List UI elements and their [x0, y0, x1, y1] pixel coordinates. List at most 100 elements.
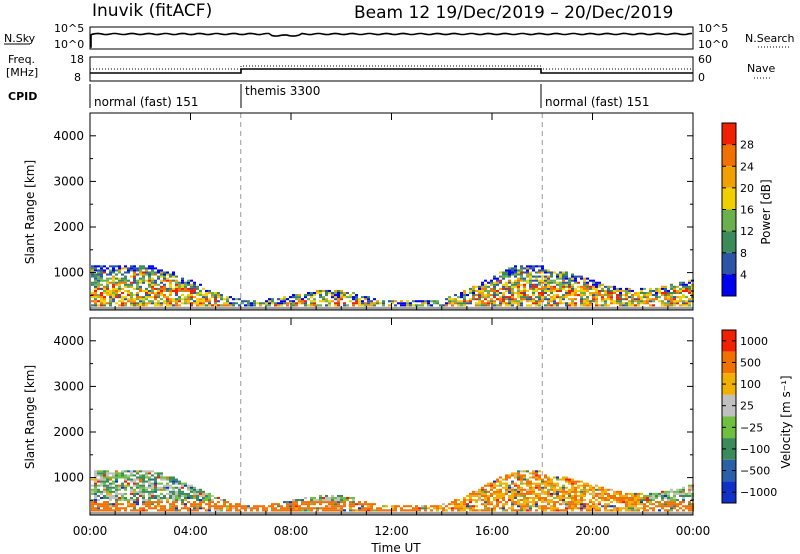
echo-cell: [175, 285, 178, 288]
echo-cell: [676, 505, 679, 508]
echo-cell: [511, 472, 514, 475]
echo-cell: [415, 300, 418, 303]
echo-cell: [106, 277, 109, 280]
echo-cell: [91, 488, 94, 491]
echo-cell: [541, 275, 544, 278]
echo-cell: [421, 507, 424, 510]
echo-cell: [220, 507, 223, 510]
echo-cell: [361, 300, 364, 303]
echo-cell: [139, 474, 142, 477]
echo-cell: [100, 490, 103, 493]
echo-cell: [445, 298, 448, 301]
echo-cell: [511, 474, 514, 477]
echo-cell: [601, 486, 604, 489]
echo-cell: [565, 507, 568, 510]
echo-cell: [529, 271, 532, 274]
echo-cell: [604, 503, 607, 506]
echo-cell: [349, 507, 352, 510]
echo-cell: [145, 480, 148, 483]
echo-cell: [682, 494, 685, 497]
echo-cell: [115, 496, 118, 500]
echo-cell: [619, 300, 622, 303]
echo-cell: [634, 304, 637, 307]
echo-cell: [202, 499, 205, 502]
echo-cell: [181, 486, 184, 489]
echo-cell: [139, 488, 142, 491]
echo-cell: [172, 273, 175, 276]
echo-cell: [481, 296, 484, 299]
echo-cell: [688, 488, 691, 491]
echo-cell: [661, 494, 664, 497]
echo-cell: [526, 470, 529, 473]
echo-cell: [589, 505, 592, 508]
echo-cell: [235, 507, 238, 510]
echo-cell: [244, 300, 247, 303]
echo-cell: [391, 509, 394, 512]
echo-cell: [151, 285, 154, 288]
echo-cell: [214, 302, 217, 305]
echo-cell: [481, 492, 484, 495]
echo-cell: [598, 283, 601, 286]
echo-cell: [151, 281, 154, 284]
echo-cell: [121, 492, 124, 495]
echo-cell: [445, 509, 448, 512]
echo-cell: [190, 486, 193, 489]
echo-cell: [451, 509, 454, 512]
echo-cell: [412, 509, 415, 512]
echo-cell: [535, 509, 538, 512]
echo-cell: [535, 494, 538, 497]
echo-cell: [175, 494, 178, 497]
echo-cell: [334, 509, 337, 512]
echo-cell: [229, 505, 232, 508]
echo-cell: [166, 287, 169, 290]
echo-cell: [520, 304, 523, 307]
echo-cell: [139, 509, 142, 512]
echo-cell: [142, 484, 145, 487]
echo-cell: [163, 496, 166, 500]
echo-cell: [538, 275, 541, 278]
echo-cell: [514, 494, 517, 497]
echo-cell: [214, 507, 217, 510]
echo-cell: [346, 296, 349, 299]
echo-cell: [175, 287, 178, 290]
echo-cell: [670, 505, 673, 508]
echo-cell: [142, 486, 145, 489]
echo-cell: [583, 289, 586, 292]
echo-cell: [142, 298, 145, 301]
echo-cell: [496, 505, 499, 508]
echo-cell: [187, 289, 190, 292]
echo-cell: [136, 269, 139, 272]
echo-cell: [541, 287, 544, 290]
echo-cell: [454, 507, 457, 510]
echo-cell: [634, 494, 637, 497]
echo-cell: [502, 273, 505, 276]
echo-cell: [343, 496, 346, 500]
echo-cell: [526, 499, 529, 502]
echo-cell: [505, 296, 508, 299]
echo-cell: [571, 507, 574, 510]
echo-cell: [142, 494, 145, 497]
echo-cell: [199, 507, 202, 510]
echo-cell: [571, 494, 574, 497]
echo-cell: [520, 267, 523, 270]
echo-cell: [598, 507, 601, 510]
echo-cell: [463, 505, 466, 508]
echo-cell: [388, 509, 391, 512]
echo-cell: [481, 503, 484, 506]
echo-cell: [628, 507, 631, 510]
echo-cell: [319, 300, 322, 303]
echo-cell: [199, 492, 202, 495]
echo-cell: [478, 296, 481, 299]
echo-cell: [172, 496, 175, 500]
echo-cell: [421, 300, 424, 303]
echo-cell: [175, 480, 178, 483]
echo-cell: [169, 490, 172, 493]
echo-cell: [163, 302, 166, 305]
echo-cell: [157, 494, 160, 497]
echo-cell: [307, 291, 310, 295]
echo-cell: [643, 302, 646, 305]
echo-cell: [508, 269, 511, 272]
echo-cell: [364, 501, 367, 504]
echo-cell: [310, 296, 313, 299]
